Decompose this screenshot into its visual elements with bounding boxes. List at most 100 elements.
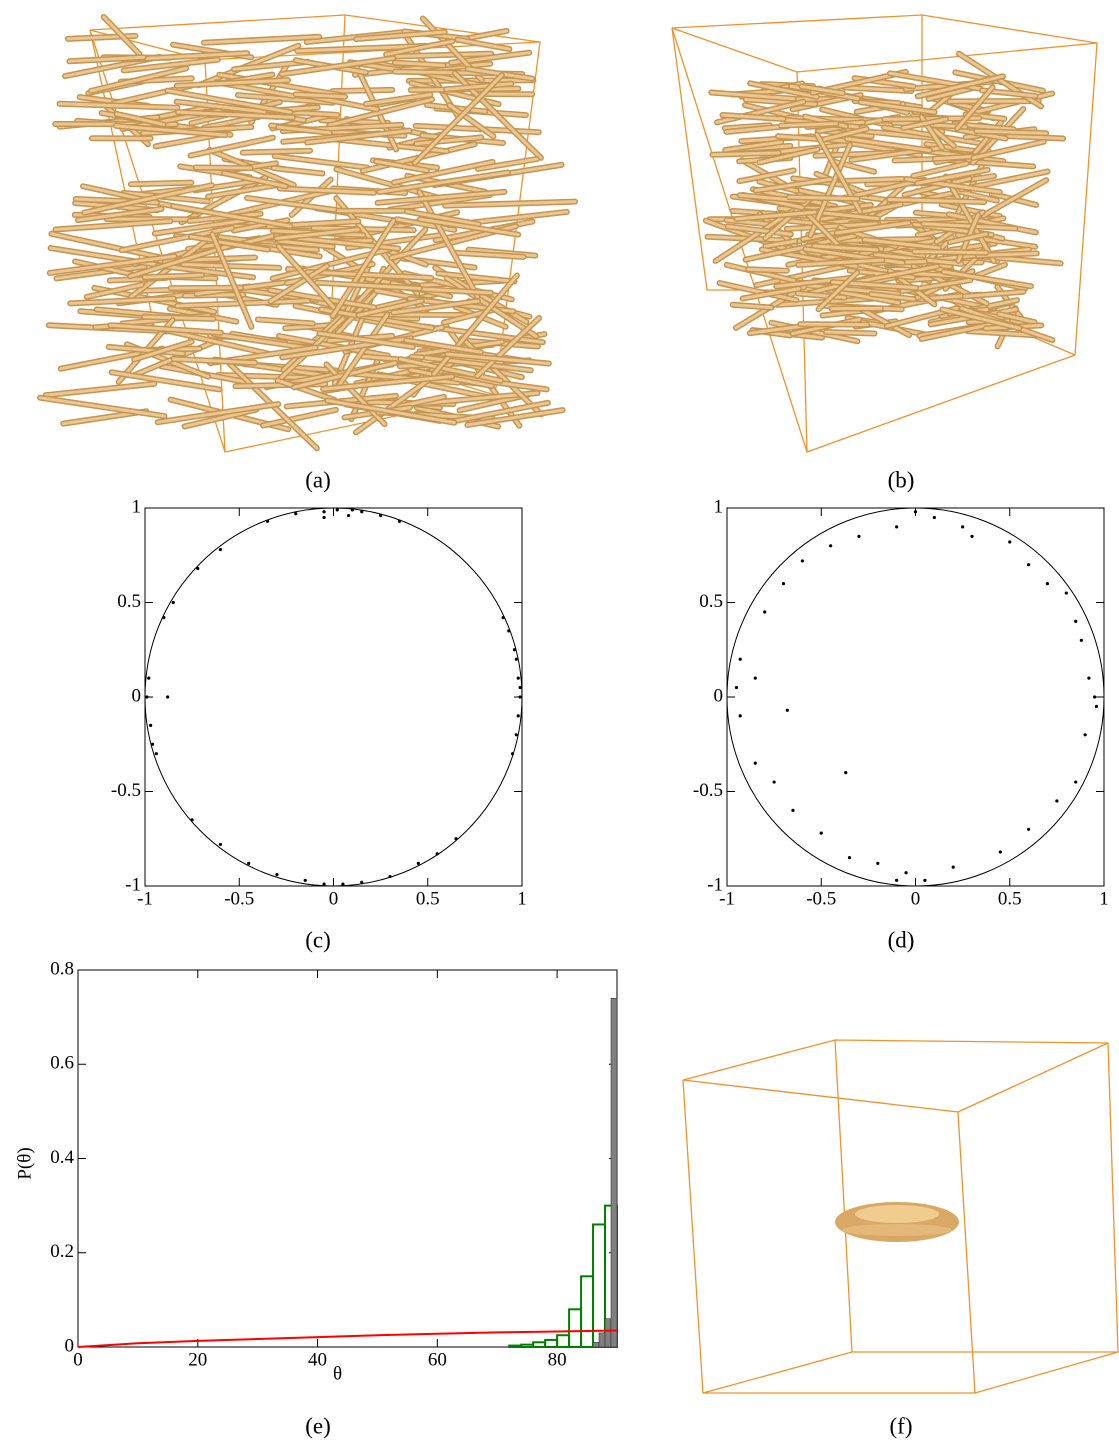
disk-layer — [842, 1224, 952, 1236]
y-tick-label: 0 — [65, 1335, 75, 1356]
point — [347, 514, 350, 517]
bar — [599, 1333, 605, 1347]
point — [379, 514, 382, 517]
x-axis-label: θ — [333, 1363, 342, 1384]
point — [517, 714, 520, 717]
point — [754, 762, 757, 765]
point — [848, 856, 851, 859]
point — [147, 677, 150, 680]
bar — [533, 1342, 545, 1347]
bar — [581, 1276, 593, 1347]
point — [1087, 677, 1090, 680]
point — [829, 544, 832, 547]
fiber-highlight — [145, 275, 202, 277]
plot-frame — [727, 508, 1104, 886]
plot-frame — [78, 970, 617, 1347]
panel-caption: (e) — [305, 1413, 331, 1438]
point — [322, 516, 325, 519]
bar — [611, 998, 617, 1347]
point — [895, 525, 898, 528]
fiber-highlight — [826, 332, 874, 333]
point — [1093, 695, 1096, 698]
point — [436, 852, 439, 855]
point — [782, 582, 785, 585]
plot-frame — [145, 508, 522, 886]
point — [1065, 591, 1068, 594]
point — [786, 709, 789, 712]
fiber-highlight — [243, 151, 310, 153]
panel-caption: (f) — [890, 1413, 913, 1438]
disk-top — [855, 1205, 939, 1223]
point — [739, 658, 742, 661]
point — [196, 567, 199, 570]
point — [1027, 563, 1030, 566]
y-tick-label: 0.8 — [50, 958, 74, 979]
x-tick-label: 1 — [517, 888, 527, 909]
point — [360, 510, 363, 513]
point — [1055, 799, 1058, 802]
point — [820, 831, 823, 834]
point — [417, 862, 420, 865]
y-tick-label: 1 — [714, 496, 724, 517]
x-tick-label: 1 — [1099, 888, 1109, 909]
bar — [593, 1342, 599, 1347]
point — [1074, 780, 1077, 783]
fiber-highlight — [333, 90, 393, 91]
point — [1046, 582, 1049, 585]
point — [322, 510, 325, 513]
y-tick-label: -0.5 — [693, 780, 723, 801]
point — [999, 850, 1002, 853]
fiber-highlight — [781, 124, 836, 126]
point — [739, 714, 742, 717]
point — [247, 862, 250, 865]
x-tick-label: 0.5 — [416, 888, 440, 909]
y-tick-label: 0.2 — [50, 1241, 74, 1262]
disk-cluster — [835, 1202, 959, 1242]
point — [149, 724, 152, 727]
point — [219, 548, 222, 551]
fiber-highlight — [144, 317, 213, 319]
point — [961, 525, 964, 528]
bar — [545, 1340, 557, 1347]
bar — [569, 1309, 581, 1347]
point — [844, 771, 847, 774]
y-tick-label: 0 — [714, 685, 724, 706]
point — [502, 616, 505, 619]
panel-caption: (a) — [305, 467, 331, 492]
point — [336, 508, 339, 511]
point — [1080, 639, 1083, 642]
panel-caption: (b) — [888, 467, 915, 492]
point — [914, 510, 917, 513]
x-tick-label: 20 — [188, 1349, 207, 1370]
panel-caption: (c) — [305, 927, 331, 952]
point — [519, 686, 522, 689]
point — [219, 843, 222, 846]
point — [933, 516, 936, 519]
point — [1008, 540, 1011, 543]
point — [511, 752, 514, 755]
point — [1074, 620, 1077, 623]
point — [519, 695, 522, 698]
bar — [605, 1319, 611, 1347]
x-tick-label: 80 — [548, 1349, 567, 1370]
bar — [557, 1335, 569, 1347]
fiber-highlight — [131, 183, 191, 185]
point — [1095, 705, 1098, 708]
point — [166, 695, 169, 698]
point — [266, 520, 269, 523]
point — [151, 743, 154, 746]
fibers — [40, 17, 1063, 448]
x-tick-label: -0.5 — [806, 888, 836, 909]
point — [1084, 733, 1087, 736]
point — [763, 610, 766, 613]
point — [294, 512, 297, 515]
x-tick-label: -0.5 — [224, 888, 254, 909]
fiber-highlight — [263, 410, 336, 426]
y-tick-label: -1 — [125, 874, 141, 895]
line — [78, 1331, 617, 1347]
fiber-highlight — [275, 156, 368, 168]
y-tick-label: 0.5 — [699, 591, 723, 612]
point — [515, 658, 518, 661]
point — [923, 879, 926, 882]
